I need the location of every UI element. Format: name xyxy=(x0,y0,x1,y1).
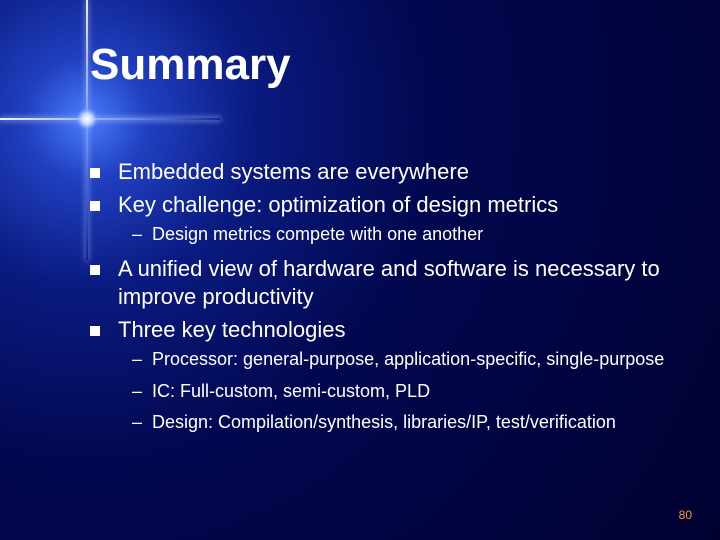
sub-bullet-item: – Processor: general-purpose, applicatio… xyxy=(132,348,680,371)
dash-icon: – xyxy=(132,348,142,371)
slide: Summary Embedded systems are everywhere … xyxy=(0,0,720,540)
bullet-item: Embedded systems are everywhere xyxy=(90,158,680,187)
bullet-text: Three key technologies xyxy=(118,316,345,345)
lens-flare-horizontal xyxy=(0,118,220,120)
lens-flare-core xyxy=(76,108,98,130)
bullet-text: A unified view of hardware and software … xyxy=(118,255,680,312)
bullet-item: Three key technologies xyxy=(90,316,680,345)
bullet-square-icon xyxy=(90,168,100,178)
sub-bullet-text: Design metrics compete with one another xyxy=(152,223,483,246)
bullet-item: Key challenge: optimization of design me… xyxy=(90,191,680,220)
bullet-square-icon xyxy=(90,201,100,211)
slide-title: Summary xyxy=(90,40,291,90)
sub-bullet-item: – Design metrics compete with one anothe… xyxy=(132,223,680,246)
bullet-text: Embedded systems are everywhere xyxy=(118,158,469,187)
bullet-text: Key challenge: optimization of design me… xyxy=(118,191,558,220)
sub-bullet-text: Processor: general-purpose, application-… xyxy=(152,348,664,371)
page-number: 80 xyxy=(679,508,692,522)
dash-icon: – xyxy=(132,380,142,403)
dash-icon: – xyxy=(132,411,142,434)
sub-bullet-item: – IC: Full-custom, semi-custom, PLD xyxy=(132,380,680,403)
bullet-item: A unified view of hardware and software … xyxy=(90,255,680,312)
sub-bullet-item: – Design: Compilation/synthesis, librari… xyxy=(132,411,680,434)
sub-bullet-text: Design: Compilation/synthesis, libraries… xyxy=(152,411,616,434)
slide-content: Embedded systems are everywhere Key chal… xyxy=(90,158,680,443)
lens-flare-vertical xyxy=(86,0,88,260)
bullet-square-icon xyxy=(90,265,100,275)
dash-icon: – xyxy=(132,223,142,246)
sub-bullet-text: IC: Full-custom, semi-custom, PLD xyxy=(152,380,430,403)
bullet-square-icon xyxy=(90,326,100,336)
